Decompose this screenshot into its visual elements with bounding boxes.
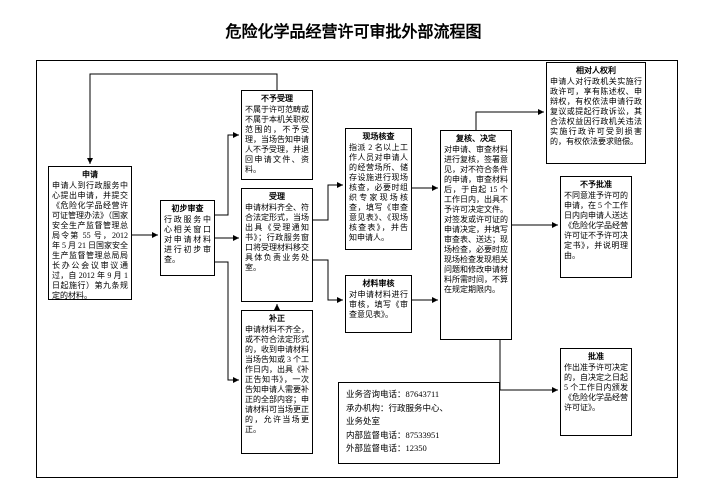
t-xianchang: 指派 2 名以上工作人员对申请人的经营场所、储存设施进行现场核查，必要时组织专家… [349, 143, 408, 242]
t-buzheng: 申请材料不齐全，或不符合法定形式的，收到申请材料当场告知或 3 个工作日内，出具… [245, 325, 309, 434]
h-cailiao: 材料审核 [349, 279, 408, 289]
box-noaccept: 不予受理 不属于许可范畴或不属于本机关职权范围的，不予受理，当场告知申请人不予受… [241, 90, 313, 180]
h-buzheng: 补正 [245, 314, 309, 324]
info-l1: 业务咨询电话：87643711 [346, 388, 492, 402]
box-buzheng: 补正 申请材料不齐全，或不符合法定形式的，收到申请材料当场告知或 3 个工作日内… [241, 310, 313, 454]
box-fuhe: 复核、决定 对申请、审查材料进行复核，签署意见，对不符合条件的申请，审查材料后，… [440, 130, 512, 340]
box-nopermit: 不予批准 不同意准予许可的申请，在 5 个工作日内向申请人送达《危险化学品经营许… [560, 176, 632, 278]
t-pizhun: 作出准予许可决定的，自决定之日起 5 个工作日内颁发《危险化学品经营许可证》。 [564, 363, 628, 412]
t-chubu: 行政服务中心相关窗口对申请材料进行初步审查。 [164, 215, 211, 264]
info-l2: 承办机构：行政服务中心、 [346, 402, 492, 416]
info-l3: 业务处室 [346, 415, 492, 429]
t-rights: 申请人对行政机关实施行政许可，享有陈述权、申辩权，有权依法申请行政复议或提起行政… [550, 77, 642, 146]
h-xianchang: 现场核查 [349, 132, 408, 142]
t-cailiao: 对申请材料进行审核，填写《审查意见表》。 [349, 290, 408, 319]
box-shouli: 受理 申请材料齐全、符合法定形式，当场出具《受理通知书》；行政服务窗口将受理材料… [241, 188, 313, 302]
box-cailiao: 材料审核 对申请材料进行审核，填写《审查意见表》。 [345, 275, 412, 333]
box-xianchang: 现场核查 指派 2 名以上工作人员对申请人的经营场所、储存设施进行现场核查，必要… [345, 128, 412, 250]
h-rights: 相对人权利 [550, 66, 642, 76]
info-l4: 内部监督电话：87533951 [346, 429, 492, 443]
h-fuhe: 复核、决定 [444, 134, 508, 144]
t-nopermit: 不同意准予许可的申请，在 5 个工作日内向申请人送达《危险化学品经营许可证不予许… [564, 191, 628, 260]
box-rights: 相对人权利 申请人对行政机关实施行政许可，享有陈述权、申辩权，有权依法申请行政复… [546, 62, 646, 164]
h-chubu: 初步审查 [164, 204, 211, 214]
h-nopermit: 不予批准 [564, 180, 628, 190]
t-apply: 申请人到行政服务中心提出申请，并提交《危险化学品经营许可证管理办法》（国家安全生… [52, 181, 128, 300]
h-noaccept: 不予受理 [245, 94, 309, 104]
page-title: 危险化学品经营许可审批外部流程图 [0, 18, 707, 42]
t-fuhe: 对申请、审查材料进行复核，签署意见，对不符合条件的申请，审查材料后，于自起 15… [444, 145, 508, 294]
h-shouli: 受理 [245, 192, 309, 202]
box-apply: 申请 申请人到行政服务中心提出申请，并提交《危险化学品经营许可证管理办法》（国家… [48, 166, 132, 300]
t-shouli: 申请材料齐全、符合法定形式，当场出具《受理通知书》；行政服务窗口将受理材料移交具… [245, 203, 309, 272]
info-l5: 外部监督电话：12350 [346, 442, 492, 456]
box-chubu: 初步审查 行政服务中心相关窗口对申请材料进行初步审查。 [160, 200, 215, 276]
box-pizhun: 批准 作出准予许可决定的，自决定之日起 5 个工作日内颁发《危险化学品经营许可证… [560, 348, 632, 436]
h-apply: 申请 [52, 170, 128, 180]
t-noaccept: 不属于许可范畴或不属于本机关职权范围的，不予受理，当场告知申请人不予受理，并退回… [245, 105, 309, 174]
h-pizhun: 批准 [564, 352, 628, 362]
info-box: 业务咨询电话：87643711 承办机构：行政服务中心、 业务处室 内部监督电话… [338, 382, 500, 464]
